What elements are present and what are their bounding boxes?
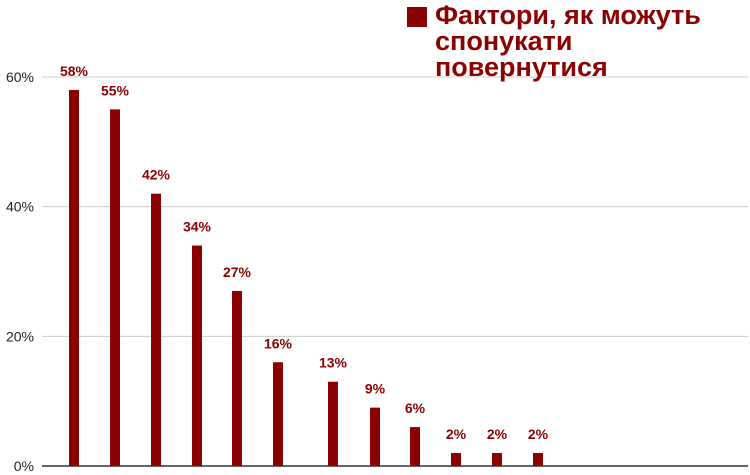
data-label: 2%	[446, 426, 467, 442]
bar	[533, 453, 543, 466]
y-tick-label: 60%	[6, 69, 34, 85]
bar	[151, 193, 161, 466]
bar	[273, 362, 283, 466]
legend-swatch	[407, 7, 427, 27]
bar	[451, 453, 461, 466]
data-label: 27%	[223, 264, 252, 280]
bar	[410, 427, 420, 466]
data-label: 13%	[319, 355, 348, 371]
gridlines	[42, 76, 748, 337]
bars	[69, 89, 543, 467]
data-labels: 58% 55% 42% 34% 27% 16% 13% 9% 6% 2% 2% 2%	[60, 63, 549, 442]
data-label: 16%	[264, 335, 293, 351]
legend-label: Фактори, як можуть спонукати повернутися	[435, 0, 701, 82]
legend: Фактори, як можуть спонукати повернутися	[407, 0, 750, 82]
data-label: 2%	[528, 426, 549, 442]
bar	[492, 453, 502, 466]
data-label: 58%	[60, 63, 89, 79]
data-label: 42%	[142, 167, 171, 183]
y-tick-label: 40%	[6, 199, 34, 215]
data-label: 55%	[101, 82, 130, 98]
bar	[370, 407, 380, 466]
bar	[110, 109, 120, 467]
bar	[328, 381, 338, 466]
y-axis-tick-labels: 0% 20% 40% 60%	[6, 69, 34, 474]
y-tick-label: 20%	[6, 328, 34, 344]
data-label: 2%	[487, 426, 508, 442]
bar	[232, 290, 242, 466]
data-label: 6%	[405, 400, 426, 416]
bar	[69, 89, 79, 466]
data-label: 34%	[183, 219, 212, 235]
bar	[192, 245, 202, 466]
data-label: 9%	[365, 381, 386, 397]
y-tick-label: 0%	[14, 458, 34, 474]
